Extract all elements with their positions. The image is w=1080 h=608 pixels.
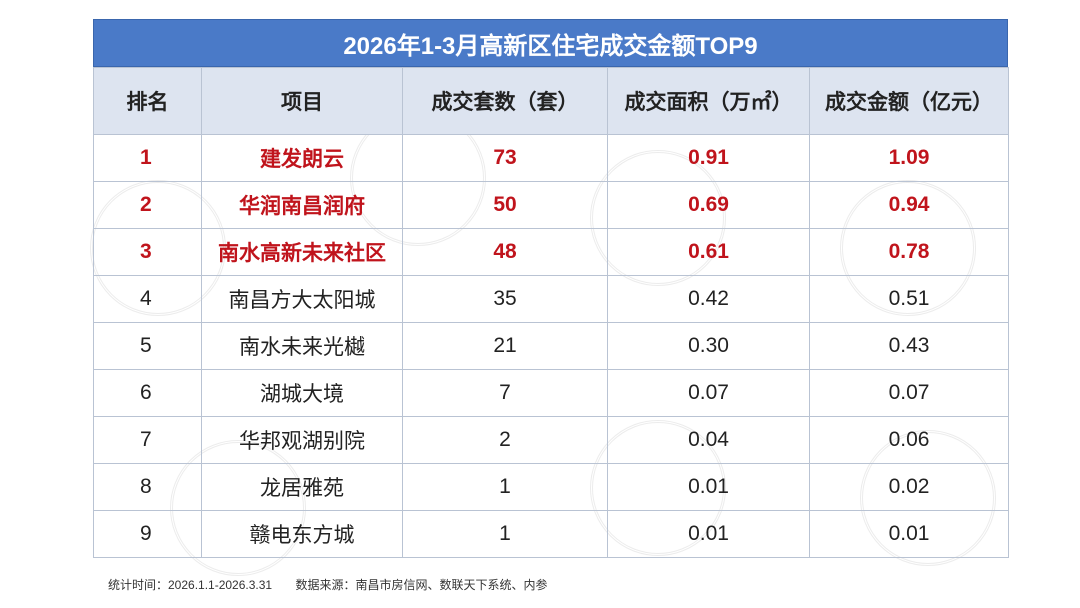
cell-units: 35 xyxy=(402,275,608,323)
cell-amount: 0.78 xyxy=(809,228,1009,276)
cell-area: 0.61 xyxy=(607,228,810,276)
cell-units: 1 xyxy=(402,463,608,511)
table-row: 9 赣电东方城 1 0.01 0.01 xyxy=(93,510,1009,558)
cell-rank: 8 xyxy=(93,463,202,511)
cell-amount: 0.43 xyxy=(809,322,1009,370)
table-row: 7 华邦观湖别院 2 0.04 0.06 xyxy=(93,416,1009,464)
cell-area: 0.01 xyxy=(607,463,810,511)
footer-source: 数据来源：南昌市房信网、数联天下系统、内参 xyxy=(295,578,548,592)
cell-rank: 1 xyxy=(93,134,202,182)
ranking-table-container: 2026年1-3月高新区住宅成交金额TOP9 排名 项目 成交套数（套） 成交面… xyxy=(93,19,1009,558)
cell-rank: 2 xyxy=(93,181,202,229)
footer-note: 统计时间：2026.1.1-2026.3.31 数据来源：南昌市房信网、数联天下… xyxy=(108,576,567,593)
cell-amount: 0.06 xyxy=(809,416,1009,464)
header-rank: 排名 xyxy=(93,67,202,135)
cell-project: 南昌方大太阳城 xyxy=(201,275,403,323)
cell-amount: 0.02 xyxy=(809,463,1009,511)
cell-rank: 3 xyxy=(93,228,202,276)
footer-period: 统计时间：2026.1.1-2026.3.31 xyxy=(108,578,273,592)
cell-project: 赣电东方城 xyxy=(201,510,403,558)
cell-area: 0.04 xyxy=(607,416,810,464)
header-area: 成交面积（万㎡） xyxy=(607,67,810,135)
cell-area: 0.91 xyxy=(607,134,810,182)
table-title: 2026年1-3月高新区住宅成交金额TOP9 xyxy=(93,19,1008,67)
cell-area: 0.69 xyxy=(607,181,810,229)
cell-project: 华邦观湖别院 xyxy=(201,416,403,464)
cell-area: 0.42 xyxy=(607,275,810,323)
cell-units: 7 xyxy=(402,369,608,417)
table-row: 5 南水未来光樾 21 0.30 0.43 xyxy=(93,322,1009,370)
cell-rank: 9 xyxy=(93,510,202,558)
cell-area: 0.07 xyxy=(607,369,810,417)
cell-project: 南水高新未来社区 xyxy=(201,228,403,276)
ranking-table: 排名 项目 成交套数（套） 成交面积（万㎡） 成交金额（亿元） 1 建发朗云 7… xyxy=(93,67,1009,558)
cell-rank: 4 xyxy=(93,275,202,323)
cell-units: 48 xyxy=(402,228,608,276)
cell-units: 1 xyxy=(402,510,608,558)
cell-area: 0.30 xyxy=(607,322,810,370)
cell-amount: 0.01 xyxy=(809,510,1009,558)
table-row: 1 建发朗云 73 0.91 1.09 xyxy=(93,134,1009,182)
cell-units: 50 xyxy=(402,181,608,229)
cell-area: 0.01 xyxy=(607,510,810,558)
header-project: 项目 xyxy=(201,67,403,135)
table-row: 3 南水高新未来社区 48 0.61 0.78 xyxy=(93,228,1009,276)
cell-amount: 0.51 xyxy=(809,275,1009,323)
table-header-row: 排名 项目 成交套数（套） 成交面积（万㎡） 成交金额（亿元） xyxy=(93,67,1009,135)
cell-rank: 7 xyxy=(93,416,202,464)
cell-units: 73 xyxy=(402,134,608,182)
table-row: 2 华润南昌润府 50 0.69 0.94 xyxy=(93,181,1009,229)
cell-amount: 1.09 xyxy=(809,134,1009,182)
table-row: 4 南昌方大太阳城 35 0.42 0.51 xyxy=(93,275,1009,323)
cell-amount: 0.94 xyxy=(809,181,1009,229)
cell-units: 2 xyxy=(402,416,608,464)
cell-project: 建发朗云 xyxy=(201,134,403,182)
cell-project: 南水未来光樾 xyxy=(201,322,403,370)
table-row: 8 龙居雅苑 1 0.01 0.02 xyxy=(93,463,1009,511)
header-amount: 成交金额（亿元） xyxy=(809,67,1009,135)
cell-project: 龙居雅苑 xyxy=(201,463,403,511)
cell-rank: 5 xyxy=(93,322,202,370)
table-row: 6 湖城大境 7 0.07 0.07 xyxy=(93,369,1009,417)
cell-project: 华润南昌润府 xyxy=(201,181,403,229)
cell-project: 湖城大境 xyxy=(201,369,403,417)
cell-amount: 0.07 xyxy=(809,369,1009,417)
header-units: 成交套数（套） xyxy=(402,67,608,135)
cell-rank: 6 xyxy=(93,369,202,417)
cell-units: 21 xyxy=(402,322,608,370)
